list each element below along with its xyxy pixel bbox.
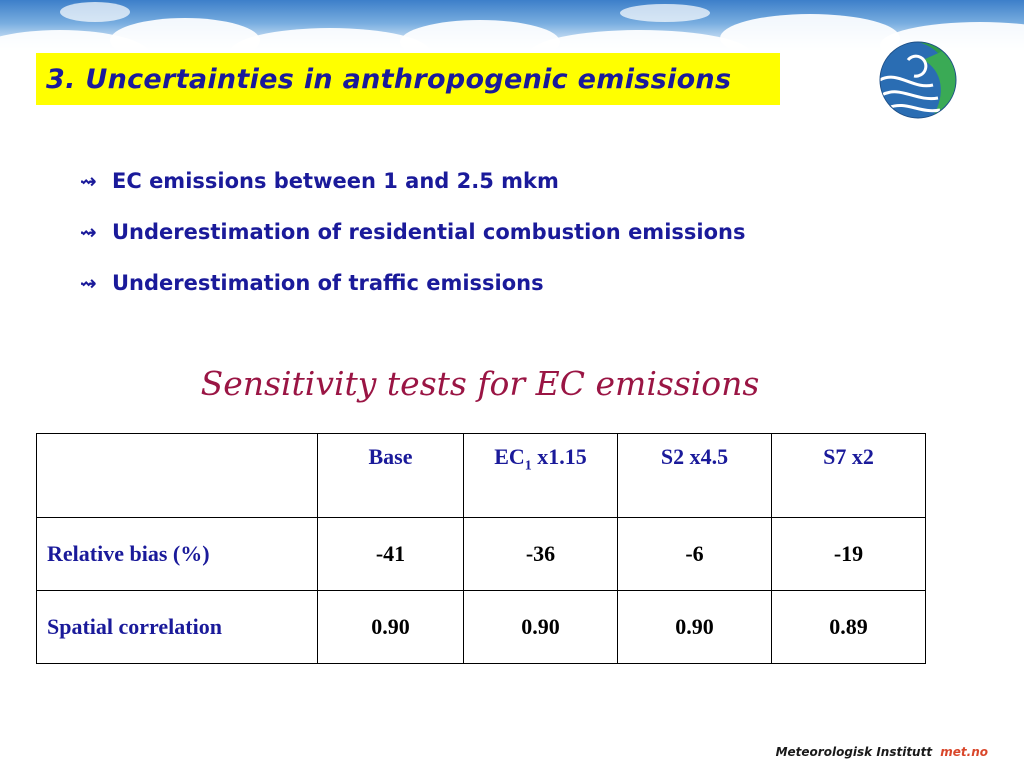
header-ec1: EC1 x1.15 bbox=[463, 433, 618, 518]
footer-org: Meteorologisk Institutt bbox=[775, 745, 933, 759]
table-cell: -19 bbox=[771, 517, 926, 591]
table-cell: -6 bbox=[617, 517, 772, 591]
arrow-bullet-icon: ⇝ bbox=[80, 270, 97, 295]
table-cell: -36 bbox=[463, 517, 618, 591]
footer: Meteorologisk Institutt met.no bbox=[776, 745, 988, 759]
arrow-bullet-icon: ⇝ bbox=[80, 168, 97, 193]
slide-title: 3. Uncertainties in anthropogenic emissi… bbox=[46, 63, 732, 95]
table-heading: Sensitivity tests for EC emissions bbox=[200, 364, 760, 403]
arrow-bullet-icon: ⇝ bbox=[80, 219, 97, 244]
table-header-row: Base EC1 x1.15 S2 x4.5 S7 x2 bbox=[36, 433, 926, 518]
row-label: Relative bias (%) bbox=[36, 517, 318, 591]
row-label: Spatial correlation bbox=[36, 590, 318, 664]
header-s2: S2 x4.5 bbox=[617, 433, 772, 518]
bullet-list: ⇝ EC emissions between 1 and 2.5 mkm ⇝ U… bbox=[80, 155, 745, 308]
table-cell: 0.90 bbox=[463, 590, 618, 664]
title-banner: 3. Uncertainties in anthropogenic emissi… bbox=[36, 53, 780, 105]
table-cell: 0.89 bbox=[771, 590, 926, 664]
footer-site-link[interactable]: met.no bbox=[940, 745, 988, 759]
bullet-item: ⇝ Underestimation of residential combust… bbox=[80, 206, 745, 257]
met-institute-logo bbox=[879, 41, 957, 119]
table-cell: 0.90 bbox=[317, 590, 464, 664]
table-row: Spatial correlation 0.90 0.90 0.90 0.89 bbox=[36, 590, 926, 664]
sky-banner bbox=[0, 0, 1024, 52]
bullet-text: EC emissions between 1 and 2.5 mkm bbox=[112, 168, 559, 193]
bullet-text: Underestimation of residential combustio… bbox=[112, 219, 746, 244]
header-s7: S7 x2 bbox=[771, 433, 926, 518]
sensitivity-table: Base EC1 x1.15 S2 x4.5 S7 x2 Relative bi… bbox=[36, 433, 926, 664]
bullet-item: ⇝ Underestimation of traffic emissions bbox=[80, 257, 745, 308]
bullet-text: Underestimation of traffic emissions bbox=[112, 270, 544, 295]
header-base: Base bbox=[317, 433, 464, 518]
header-empty-cell bbox=[36, 433, 318, 518]
table-row: Relative bias (%) -41 -36 -6 -19 bbox=[36, 517, 926, 591]
table-cell: 0.90 bbox=[617, 590, 772, 664]
bullet-item: ⇝ EC emissions between 1 and 2.5 mkm bbox=[80, 155, 745, 206]
table-cell: -41 bbox=[317, 517, 464, 591]
